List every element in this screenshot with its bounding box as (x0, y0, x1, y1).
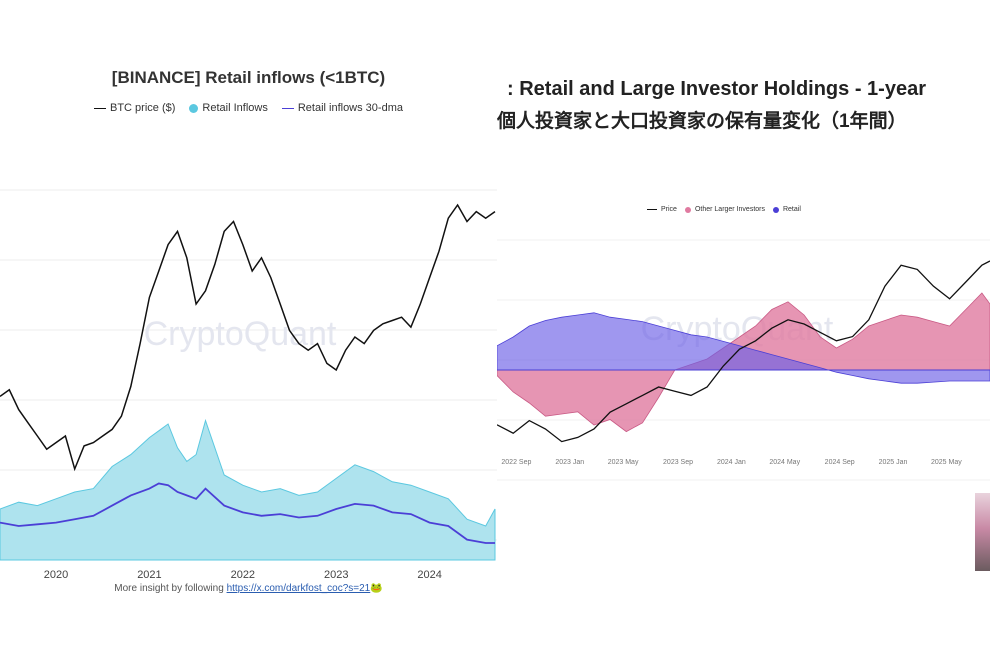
x-tick-label-2025-May: 2025 May (931, 459, 962, 466)
x-tick-label-2024-Sep: 2024 Sep (825, 459, 855, 466)
right-chart-subtitle: 個人投資家と大口投資家の保有量変化（1年間） (497, 111, 907, 132)
legend-label-retail-inflows-30dma: Retail inflows 30-dma (297, 102, 403, 114)
legend-label-retail-inflows: Retail Inflows (202, 102, 268, 114)
left-chart-title: [BINANCE] Retail inflows (<1BTC) (111, 68, 386, 87)
footer-link[interactable]: https://x.com/darkfost_coc?s=21 (226, 583, 371, 594)
thumbnail-image (975, 493, 990, 571)
retail-inflows-area (0, 418, 496, 561)
legend-swatch-retail-inflows-30dma (281, 107, 294, 109)
btc-price-line (0, 203, 496, 472)
legend-label-btc-price: BTC price ($) (110, 102, 176, 114)
right-chart-panel: : Retail and Large Investor Holdings - 1… (497, 60, 990, 580)
legend-item-price: Price (647, 206, 677, 213)
legend-item-btc-price: BTC price ($) (94, 102, 175, 114)
x-tick-label-2023-May: 2023 May (608, 459, 639, 466)
x-tick-label-2021: 2021 (137, 569, 161, 580)
legend-label-other-larger-investors: Other Larger Investors (694, 206, 765, 213)
legend-swatch-price (647, 209, 657, 210)
x-tick-label-2022: 2022 (231, 569, 255, 580)
legend-label-price: Price (661, 206, 677, 213)
footer-text: More insight by following (114, 583, 227, 594)
watermark: CryptoQuant (144, 315, 337, 353)
x-tick-label-2025-Jan: 2025 Jan (879, 459, 908, 466)
legend-swatch-retail-inflows (189, 103, 199, 113)
x-tick-label-2022-Sep: 2022 Sep (501, 459, 531, 466)
left-chart-panel: [BINANCE] Retail inflows (<1BTC) BTC pri… (0, 50, 497, 610)
legend-swatch-btc-price (94, 107, 106, 109)
x-tick-label-2024-May: 2024 May (769, 459, 800, 466)
retail-area (497, 312, 990, 384)
left-chart-footer: More insight by following https://x.com/… (0, 583, 497, 594)
legend-label-retail: Retail (782, 206, 801, 213)
x-tick-label-2020: 2020 (44, 569, 68, 580)
x-tick-label-2024-Jan: 2024 Jan (717, 459, 746, 466)
legend-item-retail-inflows: Retail Inflows (189, 102, 268, 114)
legend-swatch-other-larger-investors (684, 206, 691, 213)
retail-inflows-30dma-line (0, 482, 495, 544)
footer-emoji: 🐸 (370, 583, 383, 594)
left-chart-plot: CryptoQuant 2020 2021 2022 2023 2024 (0, 189, 497, 580)
price-line (497, 260, 990, 443)
right-chart-title: : Retail and Large Investor Holdings - 1… (507, 78, 926, 100)
legend-item-retail: Retail (772, 206, 801, 213)
legend-item-other-larger-investors: Other Larger Investors (684, 206, 765, 213)
x-tick-label-2023: 2023 (324, 569, 348, 580)
x-tick-label-2023-Sep: 2023 Sep (663, 459, 693, 466)
legend-swatch-retail (772, 206, 779, 213)
x-tick-label-2023-Jan: 2023 Jan (555, 459, 584, 466)
right-chart-legend: Price Other Larger Investors Retail (647, 206, 801, 213)
left-chart-legend: BTC price ($) Retail Inflows Retail infl… (0, 102, 497, 114)
legend-item-retail-inflows-30dma: Retail inflows 30-dma (281, 102, 403, 114)
x-tick-label-2024: 2024 (417, 569, 441, 580)
